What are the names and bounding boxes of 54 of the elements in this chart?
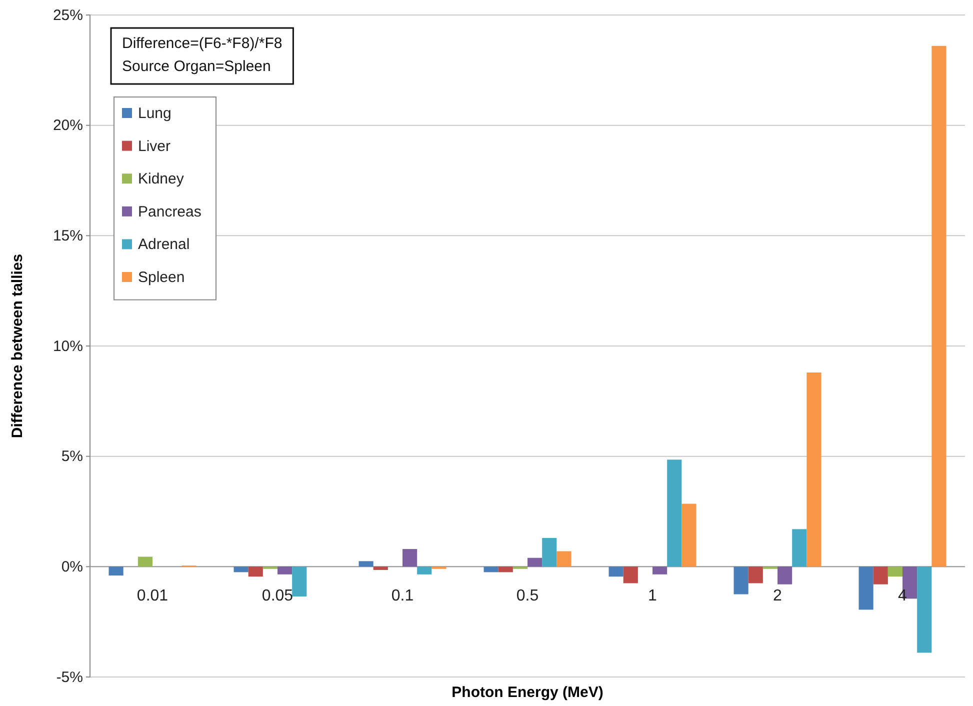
bar bbox=[873, 566, 888, 584]
x-axis-title: Photon Energy (MeV) bbox=[452, 684, 604, 701]
bar bbox=[292, 566, 307, 596]
bar bbox=[278, 566, 292, 574]
legend-label: Kidney bbox=[138, 170, 184, 188]
legend-label: Spleen bbox=[138, 269, 185, 286]
y-axis-title: Difference between tallies bbox=[9, 254, 26, 438]
x-tick-label: 0.1 bbox=[391, 588, 414, 605]
bar bbox=[806, 372, 822, 567]
legend-label: Pancreas bbox=[138, 203, 202, 220]
bar bbox=[108, 566, 124, 576]
bar bbox=[778, 566, 792, 584]
x-tick-label: 4 bbox=[898, 588, 908, 605]
x-tick-label: 0.05 bbox=[262, 588, 294, 605]
annotation: Source Organ=Spleen bbox=[122, 58, 271, 75]
bar bbox=[402, 549, 418, 567]
bar bbox=[528, 558, 542, 567]
bar bbox=[542, 538, 557, 567]
bar bbox=[917, 566, 932, 653]
bar bbox=[373, 566, 388, 570]
y-tick-label: 15% bbox=[52, 227, 83, 244]
bar bbox=[556, 551, 572, 567]
y-tick-label: 25% bbox=[52, 6, 83, 24]
bar bbox=[234, 566, 248, 572]
bar bbox=[138, 556, 152, 567]
bar bbox=[667, 460, 682, 567]
bar bbox=[498, 566, 513, 572]
y-tick-label: 5% bbox=[61, 448, 83, 466]
x-tick-label: 0.01 bbox=[136, 588, 168, 605]
bar bbox=[932, 46, 946, 567]
legend-label: Adrenal bbox=[138, 236, 190, 254]
bar bbox=[858, 566, 874, 610]
legend-label: Lung bbox=[138, 105, 172, 122]
bar bbox=[248, 566, 263, 577]
y-tick-label: 20% bbox=[52, 117, 83, 134]
bar bbox=[792, 529, 807, 567]
bar bbox=[734, 566, 748, 594]
x-tick-label: 1 bbox=[648, 588, 658, 605]
bar bbox=[358, 561, 374, 567]
y-tick-label: 10% bbox=[52, 338, 83, 355]
bar bbox=[652, 566, 668, 574]
bar bbox=[623, 566, 638, 584]
bar bbox=[748, 566, 763, 584]
bar bbox=[417, 566, 432, 574]
y-tick-label: -5% bbox=[56, 668, 83, 686]
x-tick-label: 0.5 bbox=[516, 588, 539, 605]
legend-label: Liver bbox=[138, 138, 171, 155]
x-tick-label: 2 bbox=[773, 588, 782, 605]
bar bbox=[888, 566, 902, 577]
y-tick-label: 0% bbox=[61, 558, 83, 576]
bar bbox=[484, 566, 498, 572]
annotation: Difference=(F6-*F8)/*F8 bbox=[122, 35, 282, 52]
bar bbox=[682, 504, 696, 567]
bar bbox=[608, 566, 624, 577]
